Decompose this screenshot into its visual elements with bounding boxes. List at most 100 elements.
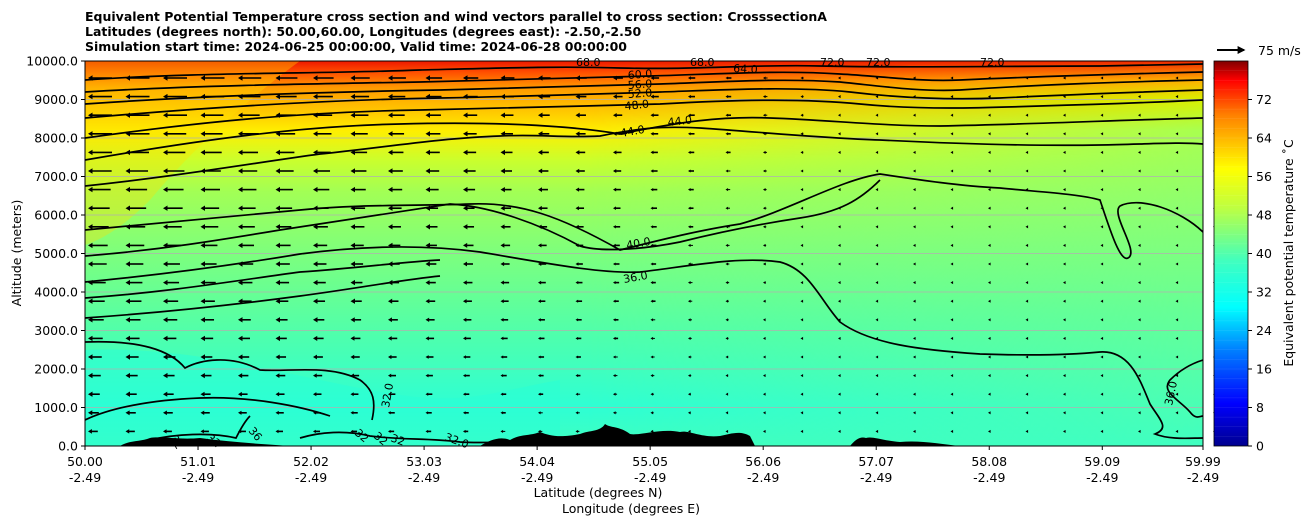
- wind-vector-head: [575, 392, 579, 396]
- wind-vector-head: [463, 131, 468, 137]
- wind-vector-head: [725, 113, 729, 117]
- wind-vector-head: [1175, 429, 1179, 433]
- wind-vector-head: [275, 410, 279, 415]
- wind-vector-head: [200, 335, 205, 342]
- wind-vector-head: [538, 392, 541, 396]
- contour-label: 68.0: [576, 56, 601, 69]
- wind-vector-head: [1063, 336, 1066, 340]
- wind-vector-head: [650, 355, 654, 359]
- wind-vector-head: [313, 261, 318, 267]
- wind-vector-head: [988, 95, 991, 99]
- wind-vector-head: [388, 354, 392, 360]
- wind-vector-head: [875, 374, 879, 378]
- wind-vector-head: [800, 392, 804, 396]
- wind-vector-head: [200, 205, 205, 211]
- wind-vector-head: [1025, 392, 1029, 396]
- wind-vector-head: [463, 168, 468, 174]
- wind-vector-head: [688, 94, 691, 99]
- wind-vector-head: [1100, 336, 1104, 340]
- wind-vector-head: [763, 262, 766, 266]
- wind-vector-head: [200, 112, 205, 118]
- wind-vector-head: [1138, 392, 1141, 396]
- wind-vector-head: [725, 336, 729, 340]
- wind-vector-head: [725, 355, 729, 359]
- wind-vector-head: [725, 225, 729, 229]
- wind-vector-head: [763, 336, 766, 340]
- wind-vector-head: [838, 169, 841, 173]
- x-tick-label-lon: -2.49: [1187, 470, 1219, 485]
- contour-label: 32.0: [379, 382, 396, 408]
- wind-vector-head: [88, 205, 93, 211]
- wind-vector-head: [575, 355, 579, 359]
- wind-vector-head: [950, 392, 954, 396]
- wind-vector-head: [1175, 132, 1179, 136]
- wind-vector-head: [538, 168, 543, 174]
- wind-vector-head: [950, 113, 954, 117]
- wind-vector-head: [463, 336, 467, 341]
- wind-vector-head: [613, 411, 616, 415]
- wind-vector-head: [875, 113, 879, 117]
- wind-vector-head: [763, 299, 766, 303]
- contour-label: 36.0: [1162, 380, 1180, 407]
- wind-vector-head: [1063, 113, 1066, 117]
- wind-vector-head: [1100, 132, 1104, 136]
- wind-vector-head: [988, 113, 991, 117]
- wind-vector-head: [613, 187, 617, 192]
- wind-vector-head: [463, 261, 467, 267]
- wind-vector-head: [1100, 243, 1104, 247]
- wind-vector-head: [1138, 336, 1141, 340]
- wind-vector-head: [425, 373, 429, 378]
- wind-vector-head: [538, 299, 541, 303]
- wind-vector-head: [88, 335, 93, 342]
- contour-label: 48.0: [624, 97, 650, 112]
- wind-vector-head: [238, 410, 242, 415]
- wind-vector-head: [163, 429, 167, 434]
- wind-vector-head: [1063, 355, 1066, 359]
- wind-vector-head: [538, 280, 542, 285]
- wind-vector-head: [238, 298, 243, 304]
- wind-vector-head: [1100, 188, 1104, 192]
- wind-vector-head: [1138, 76, 1141, 80]
- wind-vector-head: [125, 372, 130, 379]
- wind-vector-head: [1063, 225, 1066, 229]
- chart-title-line-1: Equivalent Potential Temperature cross s…: [85, 9, 827, 24]
- wind-vector-head: [688, 336, 691, 340]
- wind-vector-head: [463, 280, 467, 285]
- wind-vector-head: [1025, 411, 1029, 415]
- wind-vector-head: [163, 298, 168, 304]
- wind-vector-head: [1138, 411, 1141, 415]
- x-tick-label-lat: 54.04: [519, 454, 555, 469]
- wind-vector-head: [1175, 188, 1179, 192]
- terrain: [85, 424, 960, 446]
- wind-vector-head: [763, 225, 766, 229]
- wind-vector-head: [200, 298, 205, 304]
- wind-vector-head: [500, 93, 505, 100]
- wind-vector-head: [613, 429, 616, 433]
- wind-vector-head: [1138, 206, 1141, 210]
- wind-vector-head: [125, 75, 130, 81]
- wind-vector-head: [1100, 374, 1104, 378]
- wind-vector-head: [425, 131, 430, 137]
- wind-vector-head: [913, 429, 916, 433]
- wind-vector-head: [538, 336, 541, 340]
- wind-vector-head: [913, 76, 916, 80]
- wind-vector-head: [950, 262, 954, 266]
- colorbar: [1214, 61, 1248, 446]
- wind-vector-head: [838, 336, 841, 340]
- wind-vector-head: [1138, 225, 1141, 229]
- wind-vector-head: [875, 206, 879, 210]
- wind-vector-head: [763, 392, 766, 396]
- wind-vector-head: [650, 94, 654, 99]
- wind-vector-head: [313, 205, 318, 211]
- wind-vector-head: [950, 411, 954, 415]
- wind-vector-head: [500, 411, 504, 415]
- wind-vector-head: [950, 374, 954, 378]
- wind-vector-head: [913, 95, 916, 99]
- wind-vector-head: [913, 318, 916, 322]
- wind-vector-head: [688, 169, 691, 173]
- wind-vector-head: [1063, 281, 1066, 285]
- wind-vector-head: [688, 188, 691, 192]
- wind-vector-head: [388, 279, 393, 286]
- wind-vector-head: [125, 261, 130, 267]
- wind-vector-head: [313, 149, 318, 156]
